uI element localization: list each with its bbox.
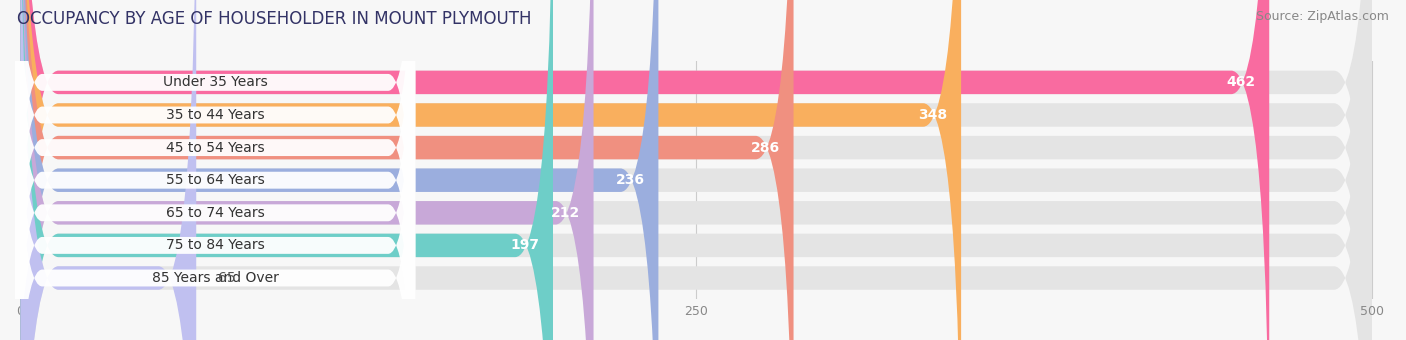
FancyBboxPatch shape	[21, 0, 553, 340]
Text: 65: 65	[218, 271, 235, 285]
FancyBboxPatch shape	[21, 0, 1372, 340]
FancyBboxPatch shape	[15, 0, 415, 340]
Text: Under 35 Years: Under 35 Years	[163, 75, 267, 89]
Text: 65 to 74 Years: 65 to 74 Years	[166, 206, 264, 220]
Text: 75 to 84 Years: 75 to 84 Years	[166, 238, 264, 252]
FancyBboxPatch shape	[21, 0, 197, 340]
Text: 85 Years and Over: 85 Years and Over	[152, 271, 278, 285]
FancyBboxPatch shape	[15, 0, 415, 340]
Text: 212: 212	[551, 206, 581, 220]
Text: 55 to 64 Years: 55 to 64 Years	[166, 173, 264, 187]
FancyBboxPatch shape	[21, 0, 1372, 340]
FancyBboxPatch shape	[21, 0, 1270, 340]
FancyBboxPatch shape	[21, 0, 793, 340]
FancyBboxPatch shape	[15, 0, 415, 340]
FancyBboxPatch shape	[21, 0, 658, 340]
Text: 348: 348	[918, 108, 948, 122]
FancyBboxPatch shape	[21, 0, 1372, 340]
FancyBboxPatch shape	[15, 0, 415, 340]
FancyBboxPatch shape	[21, 0, 1372, 340]
Text: Source: ZipAtlas.com: Source: ZipAtlas.com	[1256, 10, 1389, 23]
FancyBboxPatch shape	[21, 0, 962, 340]
Text: OCCUPANCY BY AGE OF HOUSEHOLDER IN MOUNT PLYMOUTH: OCCUPANCY BY AGE OF HOUSEHOLDER IN MOUNT…	[17, 10, 531, 28]
FancyBboxPatch shape	[21, 0, 1372, 340]
FancyBboxPatch shape	[15, 0, 415, 340]
FancyBboxPatch shape	[15, 0, 415, 340]
FancyBboxPatch shape	[15, 0, 415, 340]
Text: 35 to 44 Years: 35 to 44 Years	[166, 108, 264, 122]
Text: 286: 286	[751, 141, 780, 155]
Text: 45 to 54 Years: 45 to 54 Years	[166, 141, 264, 155]
FancyBboxPatch shape	[21, 0, 593, 340]
Text: 462: 462	[1226, 75, 1256, 89]
FancyBboxPatch shape	[21, 0, 1372, 340]
FancyBboxPatch shape	[21, 0, 1372, 340]
Text: 197: 197	[510, 238, 540, 252]
Text: 236: 236	[616, 173, 645, 187]
